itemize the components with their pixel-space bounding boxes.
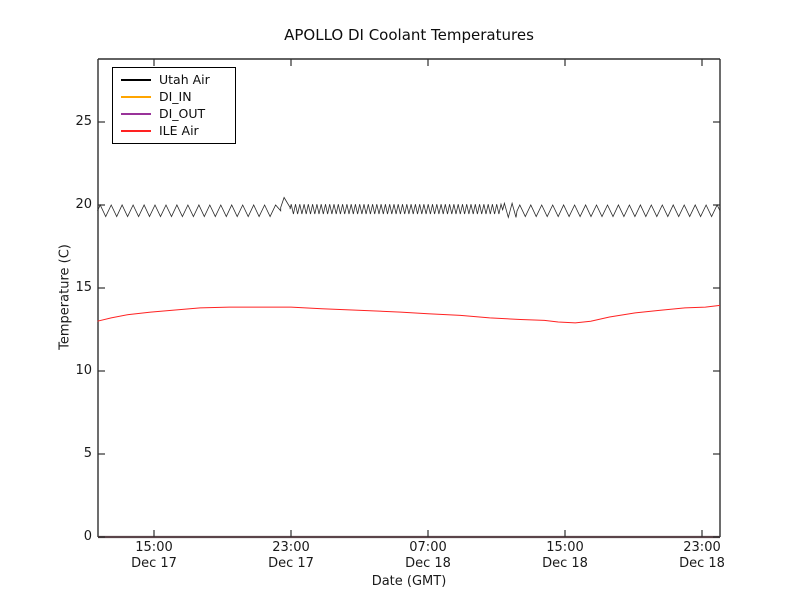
chart-title: APOLLO DI Coolant Temperatures [284,26,534,44]
legend-item-utah-air: Utah Air [113,71,235,88]
legend-item-di-out: DI_OUT [113,105,235,122]
legend-item-di-in: DI_IN [113,88,235,105]
legend-label-ile-air: ILE Air [159,123,199,138]
y-tick-label: 0 [83,529,92,544]
di-out-line-icon [121,112,151,115]
utah-air-line-icon [121,78,151,81]
x-tick-label: 07:00 Dec 18 [405,540,451,571]
x-axis-label: Date (GMT) [371,574,447,589]
y-axis-label: Temperature (C) [57,244,73,350]
di-in-line-icon [121,95,151,98]
y-tick-label: 10 [75,363,92,378]
y-tick-label: 5 [83,446,92,461]
x-tick-label: 23:00 Dec 18 [679,540,725,571]
y-tick-label: 25 [75,114,92,129]
x-tick-label: 23:00 Dec 17 [268,540,314,571]
legend-item-ile-air: ILE Air [113,122,235,139]
legend: Utah Air DI_IN DI_OUT ILE Air [112,67,236,144]
ile-air-line-icon [121,129,151,132]
legend-label-di-out: DI_OUT [159,106,206,121]
x-tick-label: 15:00 Dec 18 [542,540,588,571]
legend-label-utah-air: Utah Air [159,72,210,87]
legend-label-di-in: DI_IN [159,89,192,104]
y-tick-label: 20 [75,197,92,212]
y-tick-label: 15 [75,280,92,295]
x-tick-label: 15:00 Dec 17 [131,540,177,571]
